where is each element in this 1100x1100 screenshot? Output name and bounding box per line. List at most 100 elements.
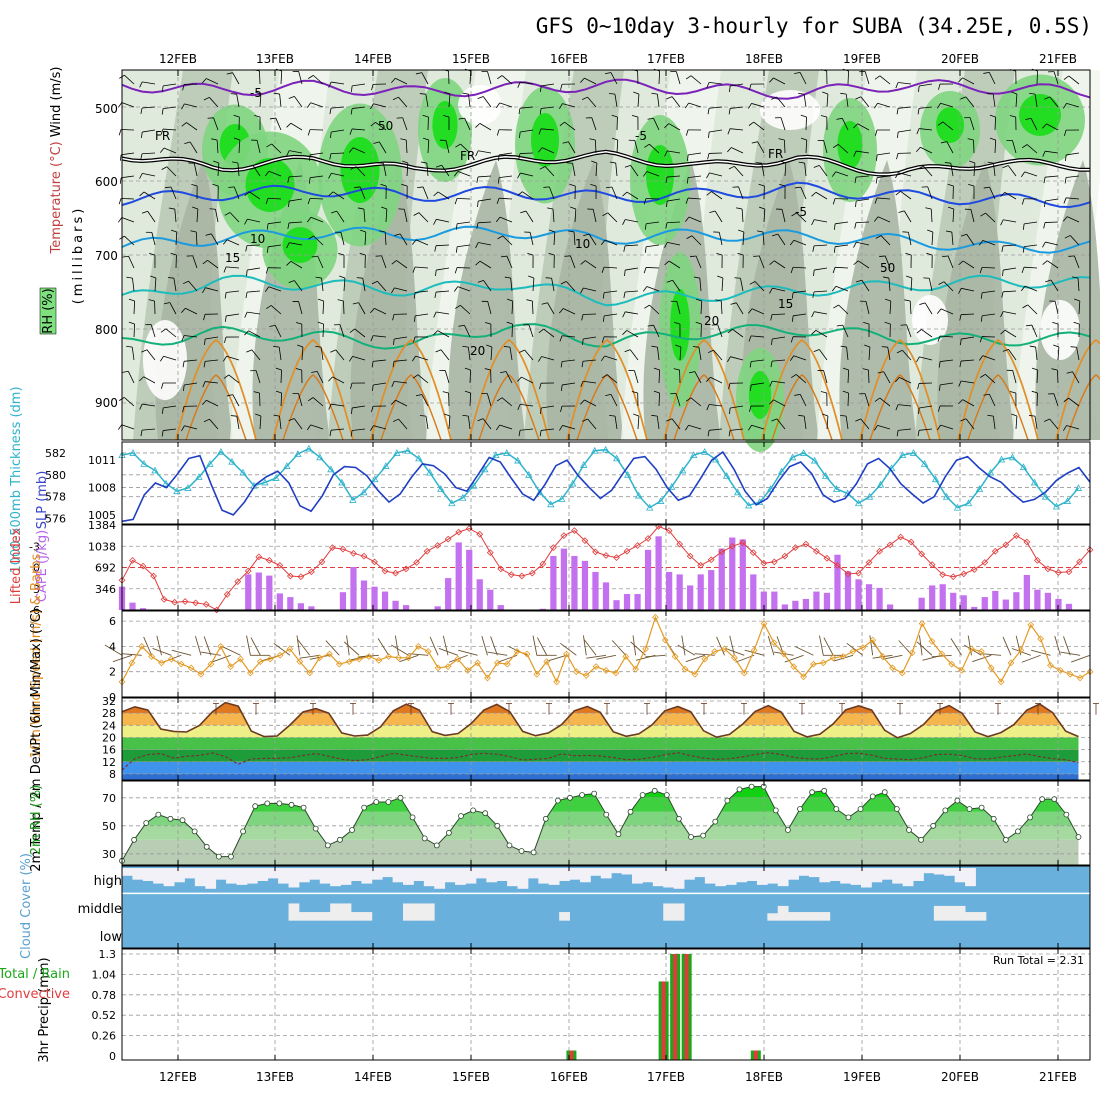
wind-barb-feather: [602, 315, 605, 322]
lifted-index-point: [297, 573, 305, 581]
wind-barb: [541, 106, 555, 109]
precip-axis-label: 3hr Precip (mm): [37, 957, 52, 1062]
cloud-high-clear: [642, 868, 654, 883]
wind-barb-feather: [496, 397, 503, 402]
wind-barb-feather: [500, 255, 507, 258]
wind-barb-feather: [422, 137, 429, 141]
cloud-high-clear: [132, 868, 144, 880]
wind-barb-feather: [918, 407, 920, 415]
wind-barb-feather: [1000, 329, 1006, 335]
rh-tick-label: 50: [102, 820, 116, 833]
wind-barb: [406, 163, 409, 177]
wind-barb: [847, 392, 849, 407]
cape-bar: [402, 605, 410, 610]
wind-barb: [928, 278, 933, 292]
wind-barb-feather: [226, 394, 233, 397]
wind-barb-10m: [784, 654, 804, 663]
cloud-high-clear: [340, 868, 352, 885]
cape-bar: [992, 590, 999, 610]
cloud-high-clear: [861, 868, 872, 888]
wind-barb: [793, 290, 807, 294]
wind-barb: [988, 72, 996, 85]
wind-barb: [251, 349, 261, 361]
wind-barb-feather: [226, 72, 233, 75]
wind-barb: [1045, 150, 1059, 154]
wind-barb: [898, 82, 912, 85]
contour-label: 10: [575, 237, 590, 251]
wind-barb-feather: [601, 336, 605, 343]
wind-barb-feather: [161, 430, 164, 437]
wind-barb: [626, 330, 639, 338]
wind-barb: [796, 212, 807, 223]
wind-barb: [582, 313, 597, 315]
wind-barb: [541, 428, 555, 431]
wind-barb-feather: [370, 425, 374, 431]
wind-barb-feather: [917, 165, 924, 170]
wind-barb: [331, 129, 345, 133]
wind-speed-point: [493, 659, 501, 667]
rh-moist-column: [937, 160, 1015, 440]
wind-barb: [541, 147, 555, 154]
wind-barb: [509, 347, 513, 361]
wind-barb: [604, 266, 618, 269]
wind-barb-feather: [477, 279, 484, 283]
wind-barb-feather: [1042, 151, 1046, 157]
wind-barb-feather: [1011, 413, 1018, 417]
cloud-middle-clear: [309, 912, 321, 921]
wind-barb-feather: [517, 191, 523, 196]
wind-barb-feather: [854, 222, 857, 229]
lifted-index-point: [1002, 541, 1010, 549]
wind-barb-feather: [707, 153, 710, 160]
pressure-tick-800: 800: [95, 323, 118, 337]
wind-barb-feather: [927, 229, 933, 233]
lifted-index-tick-label: 0: [33, 562, 40, 575]
wind-barb-feather: [181, 425, 185, 432]
wind-barb: [730, 106, 744, 109]
wind-barb: [541, 83, 555, 87]
wind-barb: [124, 235, 135, 246]
wind-barb: [887, 347, 891, 361]
wind-barb: [317, 255, 324, 269]
wind-barb-feather: [750, 384, 752, 391]
wind-speed-point: [651, 613, 659, 621]
thickness-point: [920, 460, 929, 467]
cape-bar: [381, 591, 389, 610]
rh-point: [554, 797, 561, 804]
wind-barb: [771, 313, 786, 316]
cape-bar: [255, 572, 262, 610]
wind-barb: [422, 186, 429, 200]
wind-barb-feather: [223, 374, 230, 379]
wind-barb-10m: [104, 644, 123, 656]
wind-barb: [255, 370, 261, 384]
lifted-index-point: [455, 528, 463, 536]
wind-barb-feather: [351, 85, 353, 92]
cape-bar: [476, 579, 483, 610]
wind-barb-feather: [139, 81, 143, 88]
wind-barb-feather: [728, 165, 735, 170]
wind-barb: [151, 232, 156, 246]
wind-barb: [1027, 304, 1038, 315]
wind-barb: [133, 323, 135, 338]
wind-barb: [1034, 416, 1038, 430]
wind-barb: [656, 416, 660, 430]
wind-barb: [753, 121, 765, 131]
wind-barb: [1045, 198, 1059, 202]
wind-barb: [331, 403, 345, 407]
cloud-level-label: middle: [78, 902, 122, 917]
wind-barb: [855, 221, 870, 224]
wind-barb: [838, 304, 849, 315]
lifted-index-point: [907, 538, 915, 546]
wind-barb-feather: [706, 404, 710, 411]
wind-barb-feather: [925, 207, 932, 210]
date-label-top: 15FEB: [452, 52, 490, 66]
wind-barb-feather: [769, 260, 775, 265]
wind-barb-feather: [881, 346, 888, 348]
wind-barb: [940, 382, 954, 386]
wind-barb-feather: [477, 201, 479, 208]
wind-speed-point: [582, 672, 590, 679]
wind-barb-feather: [1063, 103, 1067, 109]
thickness-point: [272, 474, 280, 481]
wind-barb: [841, 118, 849, 131]
wind-barb: [709, 129, 723, 133]
